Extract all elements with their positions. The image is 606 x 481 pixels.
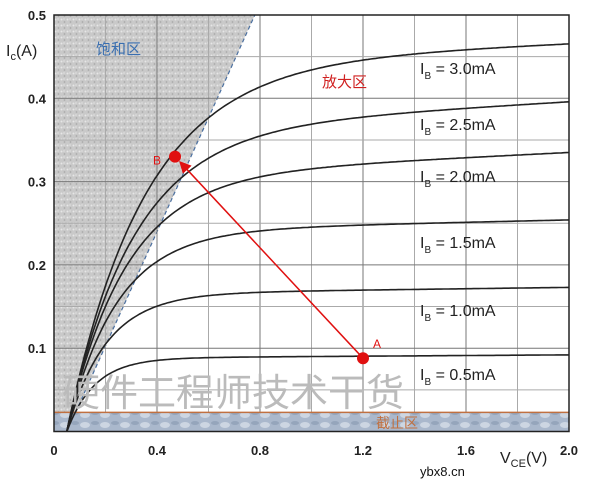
curve-label: IB = 1.0mA (420, 303, 496, 324)
x-tick-label: 2.0 (560, 443, 578, 458)
site-mark: ybx8.cn (420, 464, 465, 479)
curve-label: IB = 3.0mA (420, 61, 496, 82)
watermark: 硬件工程师技术干货 (62, 371, 404, 415)
y-axis-label: Ic(A) (6, 43, 37, 63)
x-tick-label: 0.4 (148, 443, 167, 458)
y-tick-label: 0.3 (28, 175, 46, 190)
y-tick-label: 0.4 (28, 91, 47, 106)
point-label: B (153, 154, 161, 168)
curve-ib-3 (66, 151, 570, 432)
load-line-arrow (179, 160, 364, 359)
curve-label: IB = 2.0mA (420, 169, 496, 190)
y-tick-label: 0.1 (28, 341, 46, 356)
curve-ib-4 (66, 101, 570, 431)
point-B (169, 150, 182, 163)
y-tick-label: 0.5 (28, 8, 46, 23)
saturation-boundary (66, 14, 256, 432)
x-tick-label: 0 (50, 443, 57, 458)
plot-frame (53, 14, 570, 433)
saturation-region-label: 饱和区 (96, 40, 141, 58)
cutoff-region (54, 412, 569, 432)
curve-label: IB = 0.5mA (420, 367, 496, 388)
curve-label: IB = 2.5mA (420, 117, 496, 138)
curve-ib-0 (66, 354, 569, 432)
x-tick-label: 1.6 (457, 443, 475, 458)
x-axis-label: VCE(V) (500, 450, 547, 470)
active-region-label: 放大区 (322, 73, 367, 91)
curve-ib-2 (66, 219, 570, 432)
curve-ib-1 (66, 286, 569, 432)
y-tick-label: 0.2 (28, 258, 46, 273)
x-tick-label: 1.2 (354, 443, 372, 458)
point-A (357, 352, 369, 365)
point-label: A (373, 337, 381, 351)
curve-label: IB = 1.5mA (420, 235, 496, 256)
cutoff-region-label: 截止区 (376, 416, 418, 432)
curve-ib-5 (66, 43, 570, 432)
x-tick-label: 0.8 (251, 443, 269, 458)
